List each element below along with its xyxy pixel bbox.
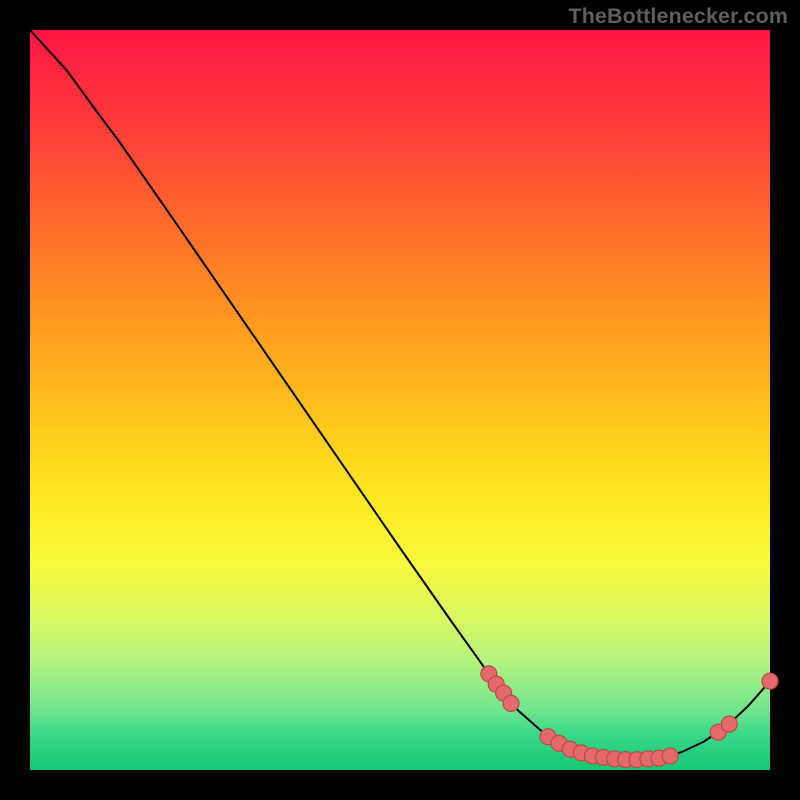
chart-svg	[0, 0, 800, 800]
watermark-text: TheBottlenecker.com	[568, 4, 788, 29]
data-marker	[662, 748, 678, 764]
data-marker	[762, 673, 778, 689]
data-marker	[721, 716, 737, 732]
plot-gradient-panel	[30, 30, 770, 770]
data-marker	[503, 695, 519, 711]
chart-root: TheBottlenecker.com	[0, 0, 800, 800]
